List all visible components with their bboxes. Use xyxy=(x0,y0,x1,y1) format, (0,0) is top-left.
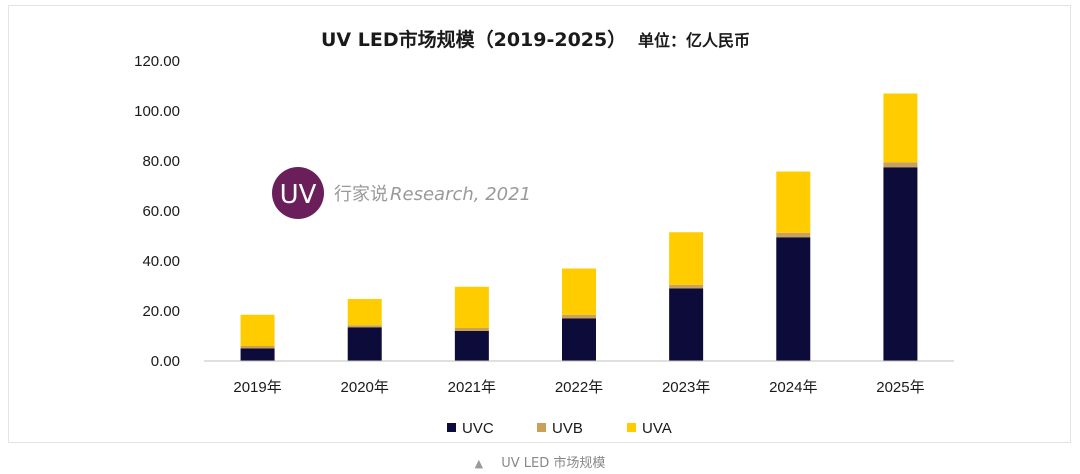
chart-frame: UV LED市场规模（2019-2025） 单位：亿人民币 0.00 20.00 4… xyxy=(8,5,1071,443)
watermark-text-en: Research, 2021 xyxy=(390,184,531,205)
bar-uva-3 xyxy=(562,268,596,315)
caption-triangle-icon: ▲ xyxy=(474,457,484,470)
stacked-bar-chart: UV LED市场规模（2019-2025） 单位：亿人民币 0.00 20.00 4… xyxy=(134,28,954,437)
legend: UVC UVB UVA xyxy=(447,420,672,437)
bar-uvc-3 xyxy=(562,318,596,361)
x-tick-label: 2025年 xyxy=(876,379,924,396)
bar-uvb-4 xyxy=(669,284,704,289)
bar-uva-4 xyxy=(669,232,704,285)
figure-caption: ▲ UV LED 市场规模 xyxy=(0,452,1080,471)
bar-uvb-6 xyxy=(883,162,918,168)
bar-uva-1 xyxy=(347,299,382,326)
bar-uvb-1 xyxy=(347,325,382,328)
bar-uvc-6 xyxy=(883,167,918,361)
legend-label-uvb: UVB xyxy=(552,420,583,437)
legend-swatch-uvb xyxy=(537,423,546,432)
watermark-text-cn: 行家说 xyxy=(334,184,388,205)
bar-uva-5 xyxy=(776,171,811,233)
bar-uvb-3 xyxy=(562,314,596,319)
y-tick-label: 0.00 xyxy=(151,353,180,370)
x-tick-label: 2019年 xyxy=(233,379,281,396)
chart-title: UV LED市场规模（2019-2025） xyxy=(321,28,626,51)
x-axis-ticks: 2019年 2020年 2021年 2022年 2023年 2024年 2025年 xyxy=(233,379,924,396)
bar-uvc-5 xyxy=(776,237,811,361)
y-axis-ticks: 0.00 20.00 40.00 60.00 80.00 100.00 120.00 xyxy=(134,53,180,370)
x-tick-label: 2023年 xyxy=(662,379,710,396)
bar-uvc-2 xyxy=(454,331,489,361)
x-tick-label: 2020年 xyxy=(341,379,389,396)
bar-uvb-2 xyxy=(454,328,489,331)
caption-text: UV LED 市场规模 xyxy=(501,456,606,471)
legend-label-uva: UVA xyxy=(642,420,672,437)
y-tick-label: 80.00 xyxy=(142,153,180,170)
y-tick-label: 100.00 xyxy=(134,103,180,120)
uv-logo-text: UV xyxy=(280,180,317,210)
legend-label-uvc: UVC xyxy=(462,420,494,437)
bar-uvc-0 xyxy=(240,348,275,361)
bar-uva-0 xyxy=(240,314,275,346)
x-tick-label: 2024年 xyxy=(769,379,817,396)
y-tick-label: 60.00 xyxy=(142,203,180,220)
uv-logo-icon xyxy=(272,167,324,219)
legend-swatch-uvc xyxy=(447,423,456,432)
bar-series-group xyxy=(240,93,918,361)
bar-uvc-1 xyxy=(347,327,382,361)
chart-unit-label: 单位：亿人民币 xyxy=(638,31,750,50)
bar-uvb-5 xyxy=(776,232,811,238)
bar-uva-2 xyxy=(454,286,489,328)
y-tick-label: 120.00 xyxy=(134,53,180,70)
y-tick-label: 20.00 xyxy=(142,303,180,320)
bar-uvb-0 xyxy=(240,346,275,349)
x-tick-label: 2021年 xyxy=(448,379,496,396)
x-tick-label: 2022年 xyxy=(555,379,603,396)
legend-swatch-uva xyxy=(627,423,636,432)
bar-uva-6 xyxy=(883,93,918,163)
y-tick-label: 40.00 xyxy=(142,253,180,270)
bar-uvc-4 xyxy=(669,288,704,361)
watermark: UV 行家说 Research, 2021 xyxy=(272,167,531,219)
